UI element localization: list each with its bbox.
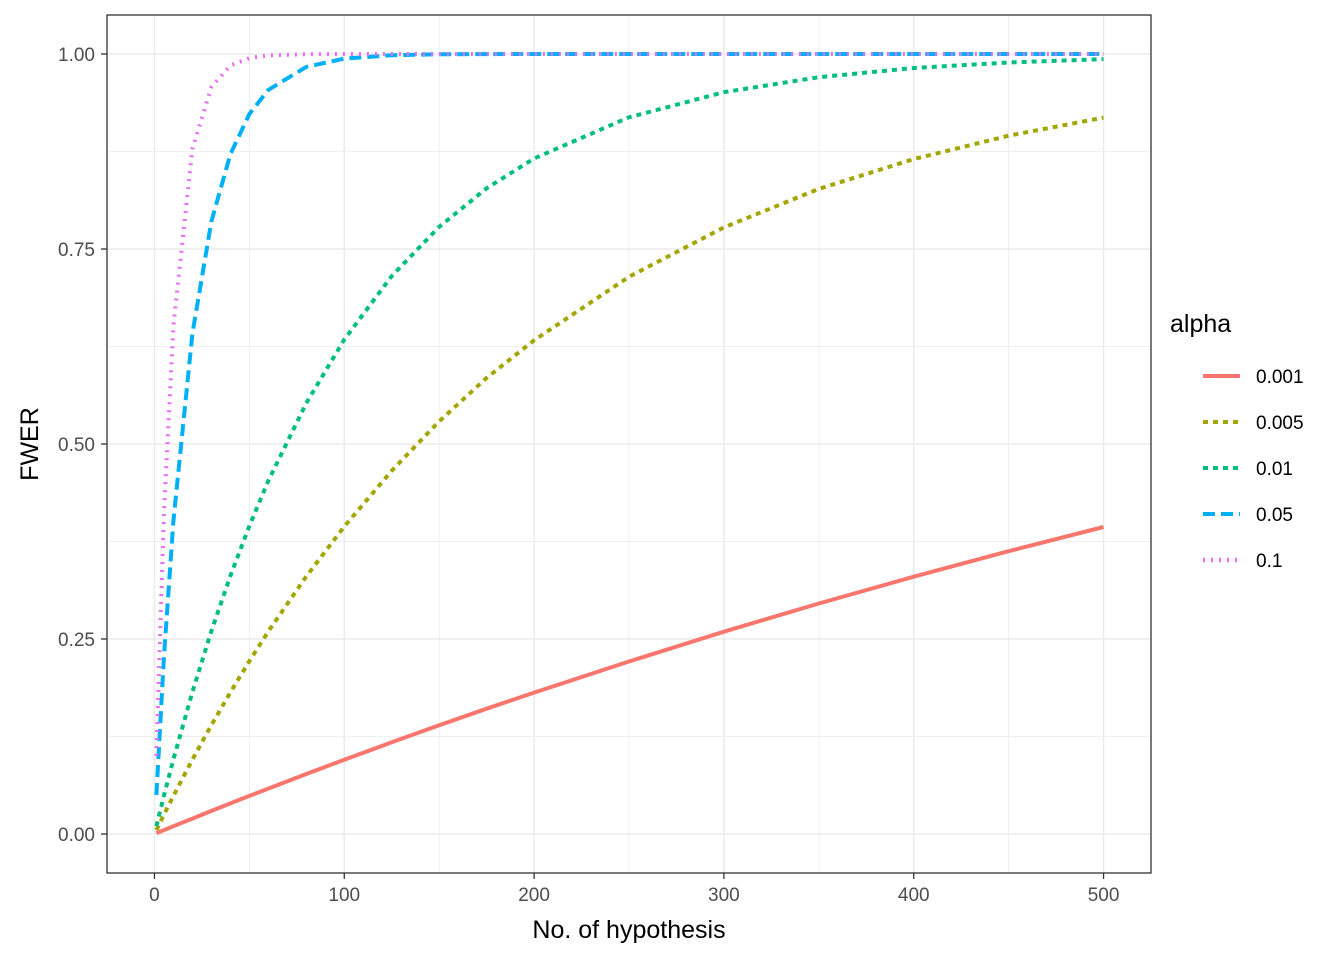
x-axis-ticks: 0 100 200 300 400 500: [149, 873, 1119, 906]
x-tick-label: 100: [328, 885, 360, 906]
series-line-4: [154, 52, 1104, 757]
y-tick-label: 0.25: [58, 630, 95, 651]
x-tick-label: 300: [708, 885, 740, 906]
y-tick-label: 1.00: [58, 45, 95, 66]
major-gridlines: [107, 15, 1151, 873]
x-axis-title: No. of hypothesis: [532, 916, 725, 944]
legend-label-2: 0.01: [1256, 459, 1293, 480]
legend-title: alpha: [1170, 310, 1231, 338]
x-tick-label: 200: [518, 885, 550, 906]
y-tick-label: 0.50: [58, 435, 95, 456]
series-lines: [154, 52, 1104, 836]
x-tick-label: 500: [1088, 885, 1120, 906]
y-tick-label: 0.75: [58, 240, 95, 261]
y-axis-title: FWER: [16, 407, 44, 481]
legend-label-3: 0.05: [1256, 505, 1293, 526]
x-tick-label: 0: [149, 885, 160, 906]
legend-label-1: 0.005: [1256, 413, 1304, 434]
x-tick-label: 400: [898, 885, 930, 906]
series-line-1: [154, 115, 1104, 831]
series-line-0: [155, 525, 1104, 836]
legend-label-4: 0.1: [1256, 551, 1282, 572]
y-axis-ticks: 0.00 0.25 0.50 0.75 1.00: [58, 45, 107, 846]
series-line-2: [154, 57, 1104, 827]
y-tick-label: 0.00: [58, 825, 95, 846]
series-line-3: [154, 52, 1104, 796]
legend: alpha 0.001 0.005 0.01 0.05 0.1: [1170, 310, 1304, 572]
legend-label-0: 0.001: [1256, 367, 1304, 388]
